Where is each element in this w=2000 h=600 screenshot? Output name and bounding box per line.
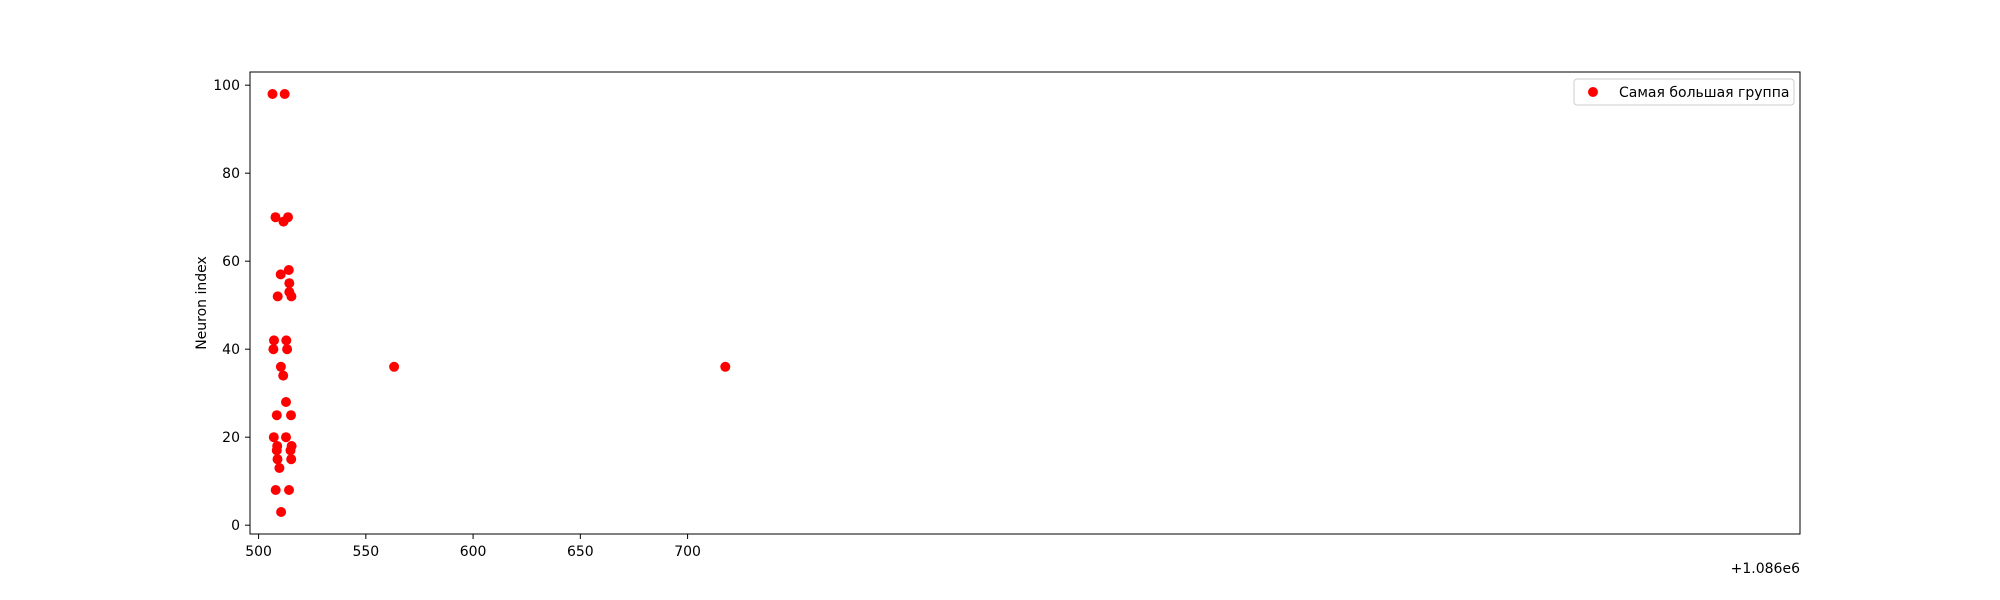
data-point [389, 361, 400, 372]
data-point [268, 344, 279, 355]
x-axis-ticks: 500 550 600 650 700 [245, 534, 701, 560]
data-point [269, 335, 279, 346]
data-point [720, 361, 731, 372]
y-tick-label: 100 [213, 78, 240, 94]
data-point [278, 370, 289, 381]
y-axis-label: Neuron index [194, 256, 210, 350]
x-tick-label: 650 [567, 544, 594, 560]
data-point [270, 212, 281, 223]
data-point [275, 269, 286, 280]
legend-box [1573, 78, 1795, 106]
data-point [281, 432, 291, 443]
y-tick-label: 20 [222, 430, 240, 446]
y-tick-label: 80 [222, 166, 240, 182]
data-point [283, 265, 294, 275]
data-point [279, 89, 290, 99]
y-tick-label: 40 [222, 342, 240, 358]
data-point [276, 507, 287, 517]
data-point [272, 291, 283, 302]
data-point [278, 216, 289, 227]
data-point [275, 361, 286, 372]
data-points [267, 89, 731, 517]
x-tick-label: 600 [460, 544, 487, 560]
data-point [272, 454, 283, 465]
data-point [281, 335, 292, 346]
y-tick-label: 60 [222, 254, 240, 270]
legend-label: Самая большая группа [1619, 85, 1789, 101]
data-point [286, 410, 296, 421]
x-tick-label: 550 [352, 544, 379, 560]
data-point [286, 441, 297, 451]
data-point [270, 485, 281, 495]
x-tick-label: 500 [245, 544, 272, 560]
data-point [284, 278, 295, 289]
y-axis-ticks: 0 20 40 60 80 100 [213, 78, 250, 534]
legend-marker [1588, 87, 1598, 97]
data-point [271, 445, 282, 456]
plot-area-frame [249, 71, 1801, 535]
data-point [281, 397, 291, 407]
data-point [286, 291, 297, 302]
data-point [268, 432, 279, 443]
x-tick-label: 700 [674, 544, 701, 560]
x-axis-offset-label: +1.086e6 [1731, 561, 1800, 577]
legend: Самая большая группа [1573, 78, 1795, 106]
data-point [282, 344, 293, 355]
data-point [284, 485, 294, 495]
y-tick-label: 0 [231, 518, 240, 534]
data-point [274, 463, 285, 473]
data-point [271, 410, 282, 421]
data-point [267, 89, 278, 99]
data-point [286, 454, 297, 465]
